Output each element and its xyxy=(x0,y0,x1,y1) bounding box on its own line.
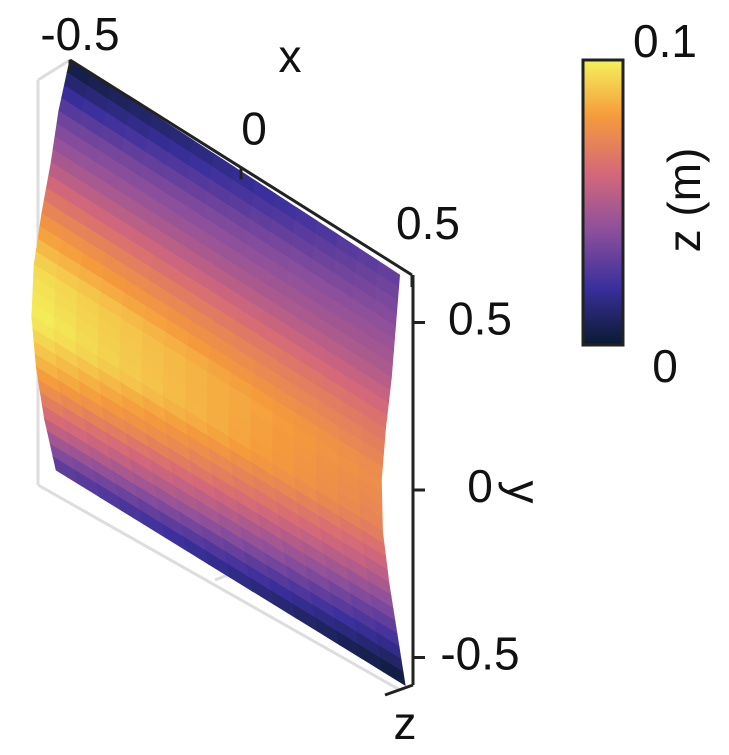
surface xyxy=(31,59,406,686)
z-axis-label: z xyxy=(394,697,417,749)
colorbar-tick-label: 0 xyxy=(652,340,678,392)
x-tick-label: -0.5 xyxy=(40,8,119,60)
x-tick-label: 0.5 xyxy=(396,197,460,249)
y-axis-label: y xyxy=(498,481,550,504)
x-axis-label: x xyxy=(279,30,302,82)
colorbar-label: z (m) xyxy=(658,148,710,253)
y-tick-label: 0 xyxy=(467,460,493,512)
x-tick-label: 0 xyxy=(241,103,267,155)
surface-patch xyxy=(380,657,406,686)
y-tick-label: -0.5 xyxy=(440,628,519,680)
y-tick-label: 0.5 xyxy=(448,293,512,345)
colorbar-tick-label: 0.1 xyxy=(633,15,697,67)
colorbar xyxy=(581,58,625,347)
